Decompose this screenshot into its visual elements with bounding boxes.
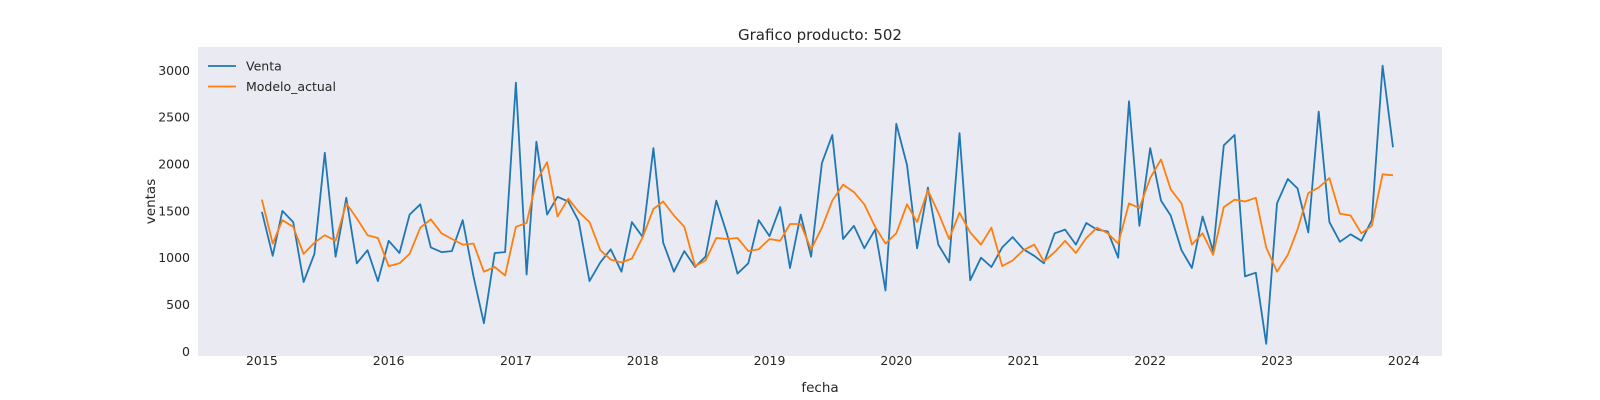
legend-label: Venta: [246, 59, 282, 74]
plot-area: [198, 47, 1442, 356]
y-tick-label: 2500: [158, 110, 190, 125]
chart-title: Grafico producto: 502: [738, 26, 902, 44]
y-tick-label: 3000: [158, 63, 190, 78]
series-line-venta: [261, 64, 1394, 345]
x-tick-label: 2020: [880, 353, 912, 368]
x-tick-label: 2016: [373, 353, 405, 368]
x-tick-label: 2019: [754, 353, 786, 368]
y-tick-label: 1000: [158, 250, 190, 265]
x-tick-label: 2022: [1134, 353, 1166, 368]
y-axis-label: ventas: [143, 179, 159, 224]
x-axis-label: fecha: [801, 380, 838, 396]
legend: Venta Modelo_actual: [208, 59, 336, 94]
series-line-modelo-actual: [261, 158, 1394, 277]
x-tick-label: 2015: [246, 353, 278, 368]
y-axis-ticks: 0 500 1000 1500 2000 2500 3000: [158, 63, 190, 359]
x-tick-label: 2023: [1261, 353, 1293, 368]
x-axis-ticks: 2015 2016 2017 2018 2019 2020 2021 2022 2023 2024: [246, 353, 1420, 368]
legend-label: Modelo_actual: [246, 79, 336, 94]
y-tick-label: 0: [182, 344, 190, 359]
x-tick-label: 2018: [627, 353, 659, 368]
x-tick-label: 2024: [1388, 353, 1420, 368]
x-tick-label: 2021: [1007, 353, 1039, 368]
y-tick-label: 1500: [158, 203, 190, 218]
x-tick-label: 2017: [500, 353, 532, 368]
y-tick-label: 2000: [158, 157, 190, 172]
y-tick-label: 500: [166, 297, 190, 312]
series-lines: [261, 64, 1394, 345]
